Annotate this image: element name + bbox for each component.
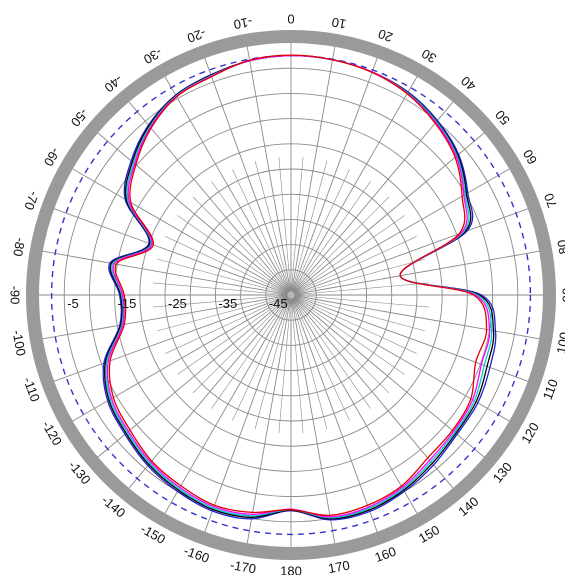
grid-spoke-minor: [291, 295, 327, 429]
grid-spoke-minor: [291, 259, 425, 295]
grid-spoke-minor: [291, 295, 303, 433]
radial-tick-label: -45: [269, 296, 288, 311]
grid-spoke-minor: [153, 283, 291, 295]
angle-tick-label: 0: [287, 12, 294, 27]
angle-tick-label: 20: [376, 26, 395, 45]
angle-tick-label: 170: [327, 558, 351, 575]
radial-tick-label: -15: [118, 296, 137, 311]
angle-tick-label: -80: [10, 237, 28, 258]
center-hub: [287, 291, 295, 299]
grid-spoke: [129, 295, 291, 488]
angle-tick-label: 70: [541, 191, 560, 210]
angle-tick-label: -60: [41, 145, 63, 169]
angle-tick-label: -10: [233, 14, 254, 32]
angle-tick-label: -110: [20, 375, 43, 404]
grid-spoke-minor: [279, 157, 291, 295]
angle-tick-label: -20: [185, 25, 208, 46]
angle-tick-label: 80: [554, 239, 565, 256]
angle-tick-label: -30: [141, 45, 165, 67]
grid-spoke-minor: [232, 169, 291, 295]
grid-spoke-minor: [291, 236, 417, 295]
grid-spoke-minor: [291, 295, 350, 421]
angle-tick-label: 90: [560, 288, 565, 302]
grid-spoke-minor: [157, 259, 291, 295]
angle-tick-label: 110: [540, 377, 561, 402]
grid-spoke-minor: [255, 161, 291, 295]
grid-spoke-minor: [291, 295, 425, 331]
angle-tick-label: 60: [520, 147, 540, 167]
angle-tick-label: -170: [229, 557, 257, 575]
grid-spoke: [291, 295, 453, 488]
grid-spoke: [98, 133, 291, 295]
grid-spoke-minor: [291, 169, 350, 295]
radial-tick-label: -25: [168, 296, 187, 311]
grid-spoke: [291, 102, 453, 295]
grid-spoke-minor: [232, 295, 291, 421]
grid-spoke-minor: [279, 295, 291, 433]
angle-tick-label: 100: [554, 331, 565, 355]
angle-tick-label: 160: [373, 544, 399, 566]
grid-spoke-minor: [165, 236, 291, 295]
grid-spoke-minor: [291, 283, 429, 295]
grid-spoke: [129, 102, 291, 295]
grid-spoke-minor: [291, 161, 327, 295]
radial-tick-label: -5: [67, 296, 79, 311]
angle-tick-label: -70: [21, 189, 42, 212]
grid-spoke-minor: [291, 295, 429, 307]
grid-spoke-minor: [291, 295, 417, 354]
angle-tick-label: -100: [10, 329, 29, 357]
angle-tick-label: 30: [419, 46, 439, 66]
angle-tick-label: 40: [458, 73, 479, 94]
grid-spoke-minor: [291, 157, 303, 295]
angle-tick-label: 180: [280, 564, 302, 576]
angle-tick-label: 50: [492, 107, 513, 128]
angle-tick-label: 10: [331, 15, 348, 32]
radial-tick-label: -35: [218, 296, 237, 311]
angle-tick-label: -90: [8, 286, 23, 305]
grid-spoke-minor: [255, 295, 291, 429]
